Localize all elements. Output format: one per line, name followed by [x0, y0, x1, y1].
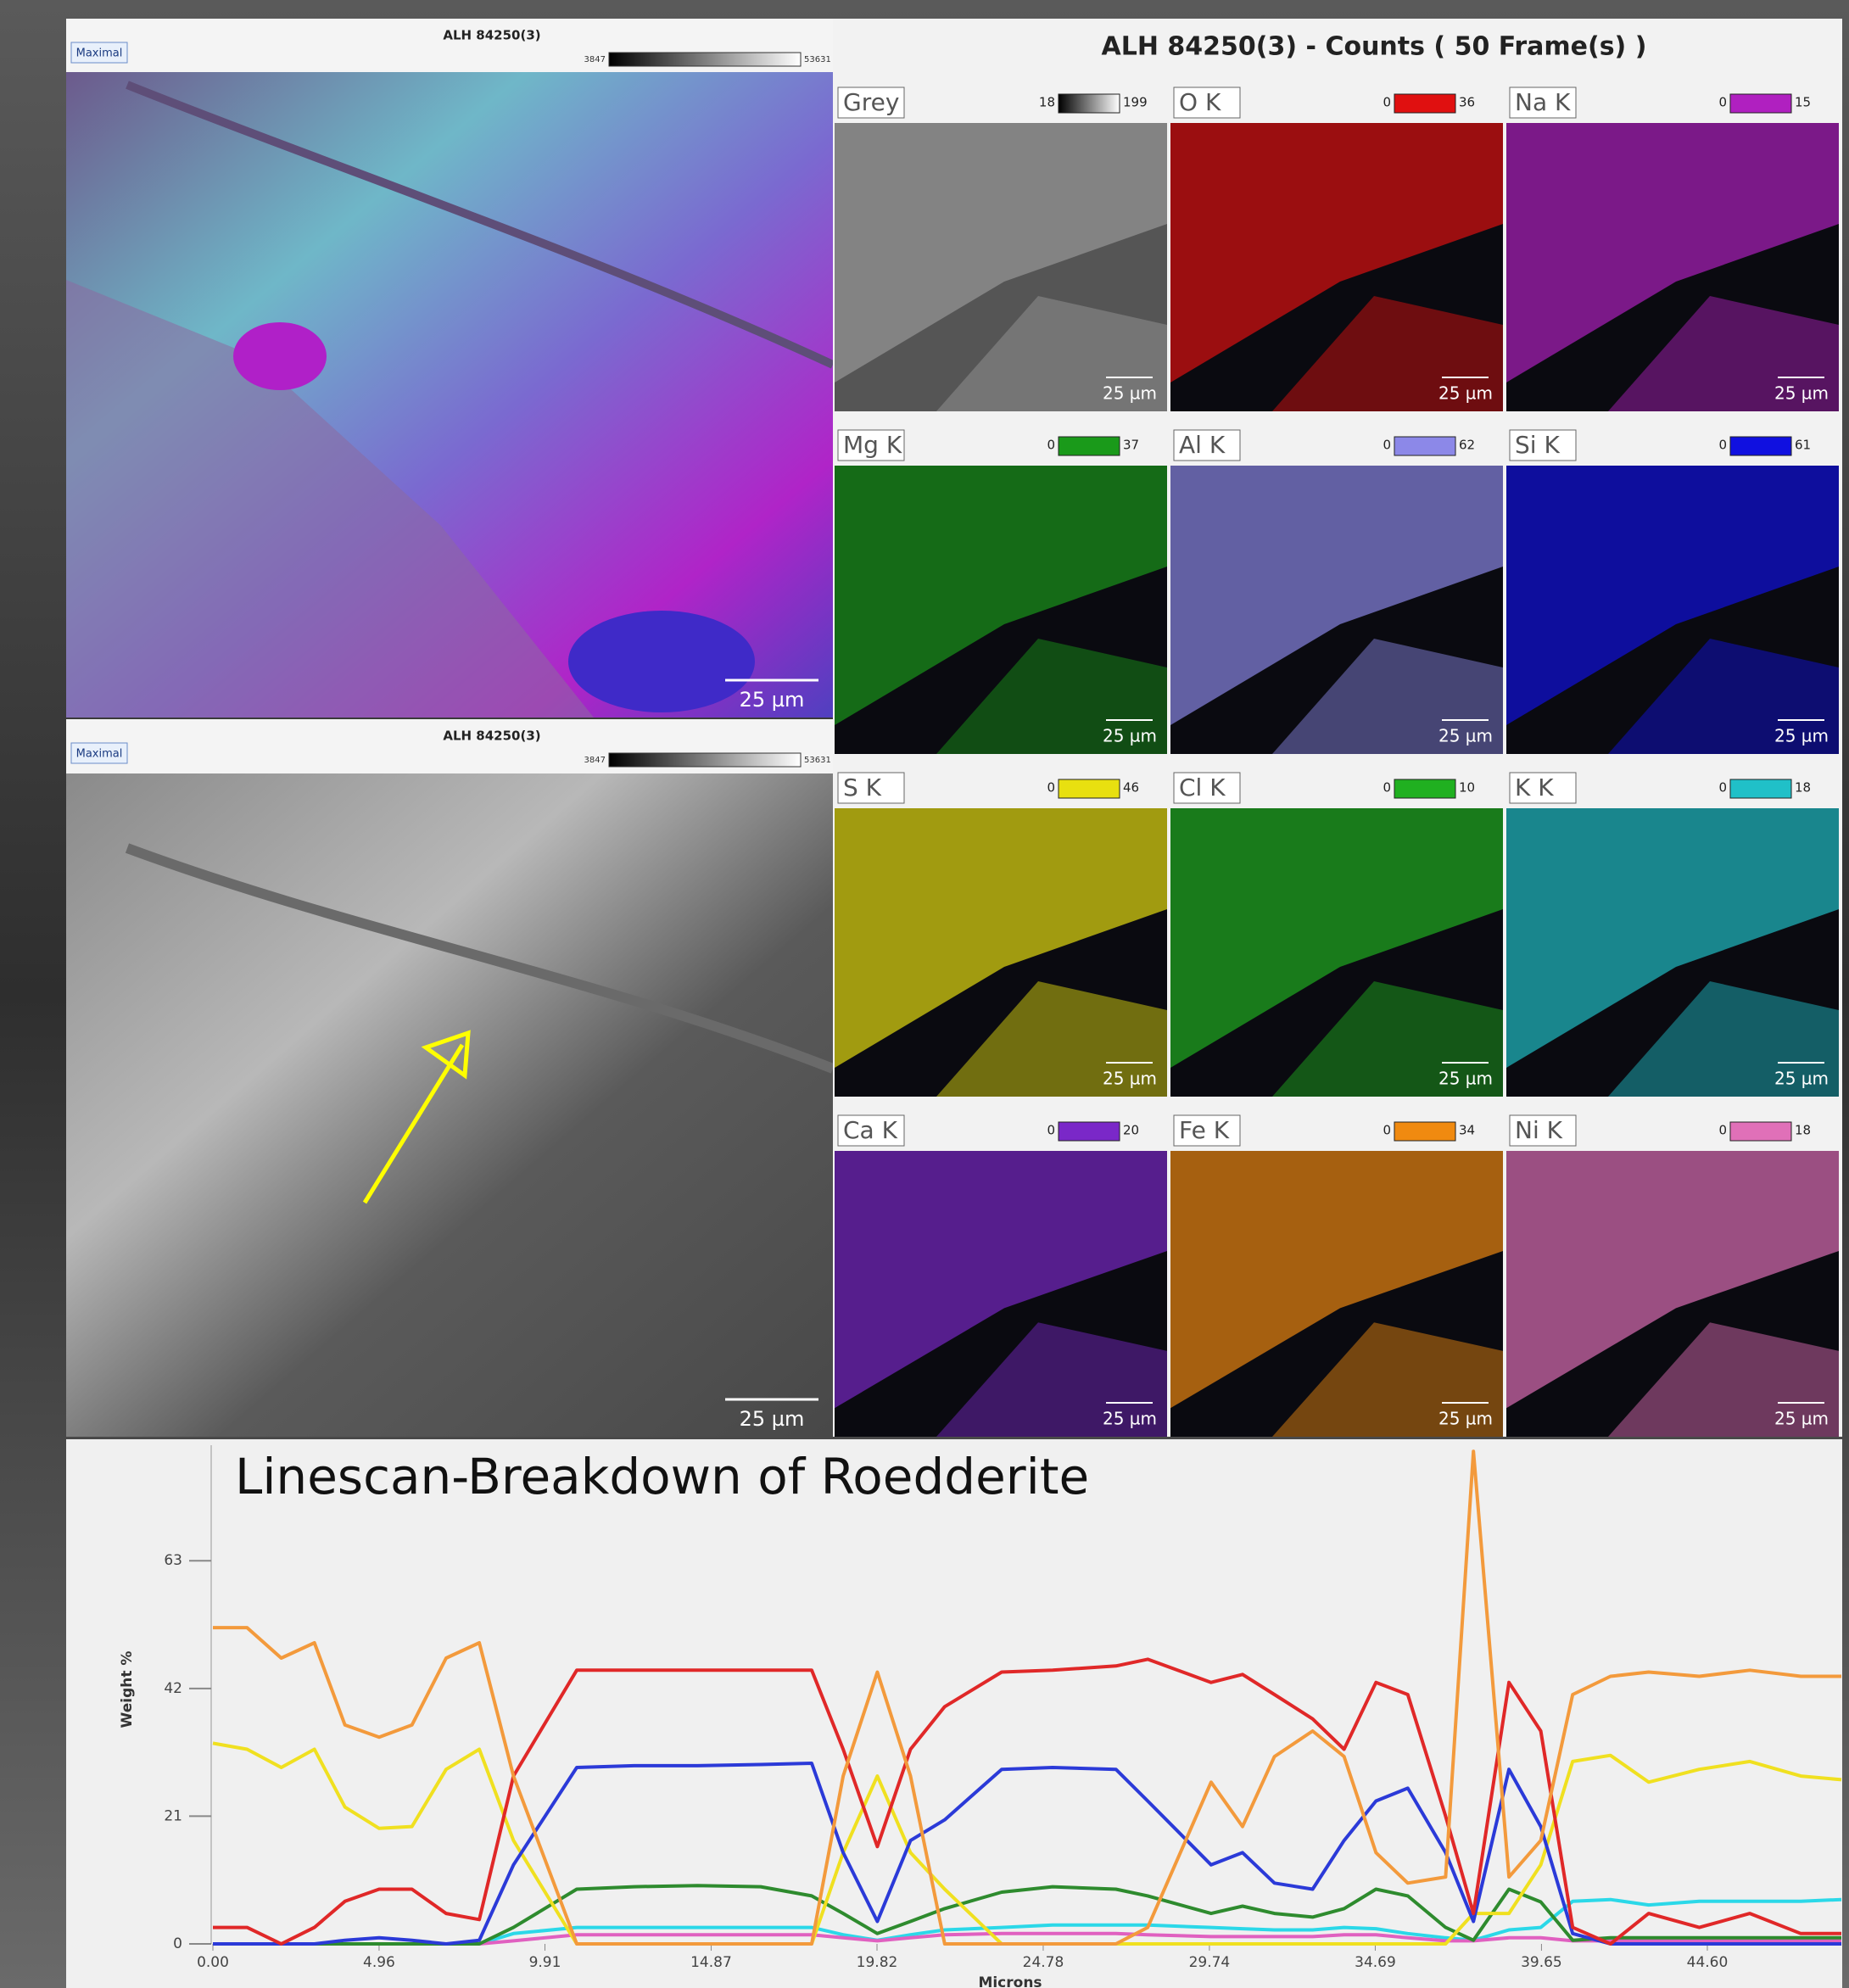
map-min: 0: [1718, 438, 1727, 453]
maximal-button-label[interactable]: Maximal: [76, 748, 123, 761]
maps-title: ALH 84250(3) - Counts ( 50 Frame(s) ): [1102, 32, 1647, 62]
map-label: S K: [843, 773, 882, 801]
map-scale-bar-label: 25 µm: [1103, 383, 1157, 404]
x-tick-label: 14.87: [690, 1954, 732, 1971]
x-tick-label: 19.82: [857, 1954, 898, 1971]
map-colorbar: [1730, 94, 1791, 113]
map-max: 61: [1795, 438, 1811, 453]
colorbar-min: 3847: [584, 55, 606, 64]
map-colorbar: [1730, 437, 1791, 455]
map-colorbar: [1394, 94, 1455, 113]
map-scale-bar-label: 25 µm: [1774, 1409, 1829, 1429]
map-colorbar: [1730, 779, 1791, 798]
map-max: 18: [1795, 1123, 1811, 1138]
map-max: 20: [1123, 1123, 1139, 1138]
map-label: Fe K: [1179, 1116, 1230, 1144]
map-min: 0: [1383, 780, 1391, 796]
map-scale-bar-label: 25 µm: [1438, 726, 1493, 746]
map-max: 46: [1123, 780, 1139, 796]
map-label: K K: [1515, 773, 1554, 801]
map-scale-bar-label: 25 µm: [1774, 383, 1829, 404]
colorbar-max: 53631: [804, 55, 831, 64]
x-tick-label: 29.74: [1189, 1954, 1231, 1971]
map-colorbar: [1059, 94, 1120, 113]
page: { "composite_map": {"title": "ALH 84250(…: [0, 0, 1849, 1988]
panel-title: ALH 84250(3): [443, 729, 540, 744]
map-max: 10: [1459, 780, 1475, 796]
colorbar-min: 3847: [584, 756, 606, 765]
y-tick-label: 21: [164, 1807, 182, 1824]
map-max: 36: [1459, 95, 1475, 110]
map-scale-bar-label: 25 µm: [1438, 1069, 1493, 1089]
map-label: Mg K: [843, 431, 902, 459]
map-max: 18: [1795, 780, 1811, 796]
map-min: 18: [1039, 95, 1055, 110]
map-scale-bar-label: 25 µm: [1103, 1409, 1157, 1429]
x-tick-label: 44.60: [1687, 1954, 1729, 1971]
map-label: Si K: [1515, 431, 1560, 459]
scale-bar-label: 25 µm: [740, 688, 805, 712]
map-label: Ni K: [1515, 1116, 1563, 1144]
map-max: 199: [1123, 95, 1148, 110]
maximal-button-label[interactable]: Maximal: [76, 47, 123, 60]
chart-title: Linescan-Breakdown of Roedderite: [235, 1448, 1089, 1505]
map-label: Al K: [1179, 431, 1226, 459]
grain: [568, 611, 755, 712]
map-min: 0: [1718, 780, 1727, 796]
map-min: 0: [1383, 1123, 1391, 1138]
map-max: 62: [1459, 438, 1475, 453]
map-max: 37: [1123, 438, 1139, 453]
x-tick-label: 0.00: [197, 1954, 229, 1971]
map-max: 15: [1795, 95, 1811, 110]
map-scale-bar-label: 25 µm: [1438, 1409, 1493, 1429]
bse-image: [66, 773, 833, 1437]
map-min: 0: [1718, 1123, 1727, 1138]
map-scale-bar-label: 25 µm: [1774, 726, 1829, 746]
x-tick-label: 9.91: [529, 1954, 561, 1971]
x-tick-label: 34.69: [1355, 1954, 1396, 1971]
map-colorbar: [1394, 437, 1455, 455]
map-min: 0: [1047, 1123, 1055, 1138]
map-scale-bar-label: 25 µm: [1774, 1069, 1829, 1089]
map-min: 0: [1047, 780, 1055, 796]
map-label: Grey: [843, 88, 899, 116]
map-label: O K: [1179, 88, 1221, 116]
map-scale-bar-label: 25 µm: [1103, 726, 1157, 746]
map-colorbar: [1059, 1122, 1120, 1141]
screenshot: Linescan-Breakdown of Roedderite 0 21 42 63 0…: [0, 0, 1849, 1988]
y-tick-label: 0: [173, 1935, 182, 1952]
map-label: Na K: [1515, 88, 1571, 116]
map-min: 0: [1047, 438, 1055, 453]
x-tick-label: 39.65: [1521, 1954, 1562, 1971]
map-colorbar: [1394, 779, 1455, 798]
x-tick-label: 4.96: [363, 1954, 395, 1971]
map-scale-bar-label: 25 µm: [1438, 383, 1493, 404]
grain: [233, 322, 327, 390]
x-axis-label: Microns: [978, 1974, 1042, 1988]
panel-title: ALH 84250(3): [443, 28, 540, 43]
colorbar: [609, 53, 801, 66]
scale-bar-label: 25 µm: [740, 1407, 805, 1431]
colorbar: [609, 753, 801, 767]
colorbar-max: 53631: [804, 756, 831, 765]
y-axis-label: Weight %: [119, 1651, 136, 1728]
map-min: 0: [1383, 438, 1391, 453]
y-tick-label: 42: [164, 1680, 182, 1697]
map-scale-bar-label: 25 µm: [1103, 1069, 1157, 1089]
map-label: Cl K: [1179, 773, 1226, 801]
map-min: 0: [1718, 95, 1727, 110]
map-min: 0: [1383, 95, 1391, 110]
y-tick-label: 63: [164, 1552, 182, 1569]
map-colorbar: [1059, 779, 1120, 798]
map-label: Ca K: [843, 1116, 898, 1144]
x-tick-label: 24.78: [1023, 1954, 1064, 1971]
map-colorbar: [1059, 437, 1120, 455]
map-colorbar: [1730, 1122, 1791, 1141]
map-max: 34: [1459, 1123, 1475, 1138]
map-colorbar: [1394, 1122, 1455, 1141]
